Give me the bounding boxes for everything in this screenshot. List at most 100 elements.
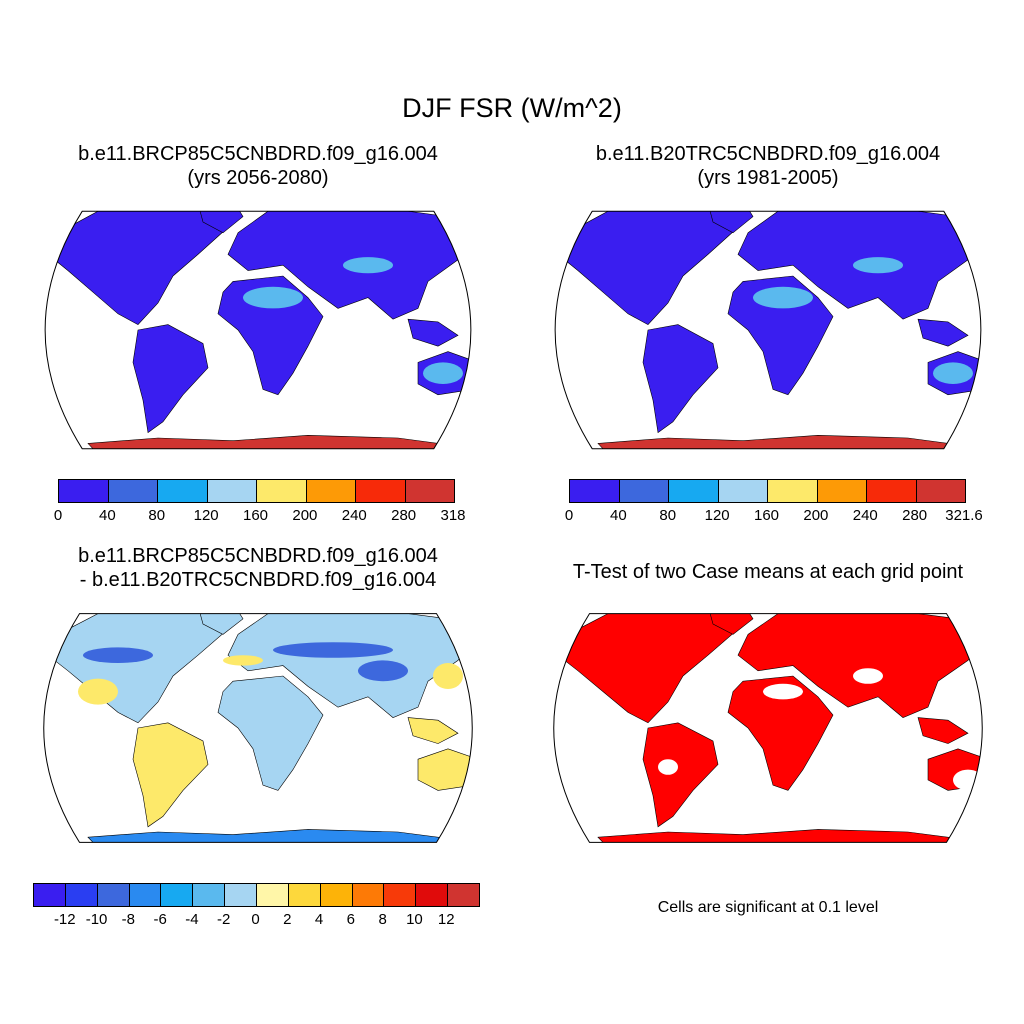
colorbar-box <box>207 480 257 502</box>
northamerica-landmass <box>47 613 229 724</box>
colorbar-box <box>193 884 226 906</box>
colorbar-box <box>59 480 109 502</box>
africa-landmass <box>727 675 834 791</box>
colorbar-box <box>352 884 385 906</box>
colorbar-tick-label: 200 <box>292 507 318 524</box>
panel1-title-line2: (yrs 2056-2080) <box>187 167 329 189</box>
colorbar-difference <box>33 883 480 907</box>
colorbar-future <box>58 479 455 503</box>
colorbar-box <box>257 480 307 502</box>
colorbar-tick-label: 200 <box>803 507 829 524</box>
colorbar-box <box>384 884 417 906</box>
colorbar-tick-label: 318 <box>440 507 466 524</box>
africa-landmass <box>727 275 834 396</box>
value-patch <box>433 663 463 689</box>
colorbar-tick-label: 4 <box>314 911 324 928</box>
figure-title: DJF FSR (W/m^2) <box>402 93 622 123</box>
value-patch <box>763 683 803 700</box>
colorbar-box <box>257 884 289 906</box>
map-boundary <box>44 210 472 450</box>
southamerica-landmass <box>132 324 209 434</box>
colorbar-tick-label: -12 <box>53 911 76 928</box>
colorbar-box <box>916 480 965 502</box>
value-patch <box>83 647 153 663</box>
colorbar-tick-label: 10 <box>406 911 423 928</box>
value-patch <box>243 286 303 309</box>
colorbar-tick-label: 80 <box>148 507 166 524</box>
colorbar-tick-label: 0 <box>564 507 574 524</box>
colorbar-box <box>158 480 208 502</box>
seasia-landmass <box>407 318 459 347</box>
value-patch <box>78 678 118 705</box>
greenland-landmass <box>707 613 754 635</box>
colorbar-tick-label: 160 <box>753 507 780 524</box>
colorbar-box <box>448 884 480 906</box>
seasia-landmass <box>407 717 459 744</box>
southamerica-landmass <box>642 324 719 434</box>
colorbar-tick-label: 40 <box>99 507 116 524</box>
antarctica-landmass <box>597 434 969 449</box>
value-patch <box>933 362 973 384</box>
colorbar-box <box>306 480 356 502</box>
antarctica-landmass <box>87 434 459 449</box>
colorbar-box <box>320 884 353 906</box>
antarctica-landmass <box>597 829 969 843</box>
colorbar-tick-label: 0 <box>251 911 260 928</box>
colorbar-tick-label: 0 <box>53 507 63 524</box>
panel2-title-line2: (yrs 1981-2005) <box>697 167 839 189</box>
colorbar-tick-label: 120 <box>193 507 219 524</box>
colorbar-future-labels: 0 40 80 120 160 200 240 280 318 <box>54 507 466 527</box>
southamerica-landmass <box>132 722 209 828</box>
colorbar-box <box>161 884 194 906</box>
value-patch <box>853 257 903 274</box>
eurasia-landmass <box>737 613 983 718</box>
colorbar-box <box>34 884 66 906</box>
colorbar-tick-label: 160 <box>242 507 269 524</box>
australia-landmass <box>417 748 473 791</box>
seasia-landmass <box>917 717 969 744</box>
value-patch <box>658 759 678 775</box>
map-panel-future <box>44 210 472 450</box>
colorbar-tick-label: 2 <box>283 911 292 928</box>
panel4-title: T-Test of two Case means at each grid po… <box>572 561 964 583</box>
colorbar-tick-label: 8 <box>378 911 387 928</box>
colorbar-box <box>225 884 258 906</box>
map-boundary <box>553 613 983 843</box>
colorbar-tick-label: 12 <box>437 911 455 928</box>
colorbar-tick-label: 321.6 <box>945 507 983 524</box>
panel2-title-line1: b.e11.B20TRC5CNBDRD.f09_g16.004 <box>595 143 941 165</box>
value-patch <box>358 660 408 682</box>
colorbar-tick-label: -8 <box>121 911 136 928</box>
colorbar-tick-label: 240 <box>341 507 367 524</box>
greenland-landmass <box>707 211 754 234</box>
colorbar-tick-label: 280 <box>902 507 928 524</box>
value-patch <box>953 769 983 791</box>
colorbar-tick-label: 240 <box>852 507 878 524</box>
map-panel-historical <box>554 210 982 450</box>
colorbar-box <box>129 884 162 906</box>
colorbar-difference-labels: -12 -10 -8 -6 -4 -2 0 2 4 6 8 10 12 <box>33 911 478 931</box>
antarctica-landmass <box>87 829 459 843</box>
value-patch <box>853 668 883 684</box>
colorbar-box <box>718 480 768 502</box>
colorbar-historical <box>569 479 966 503</box>
colorbar-tick-label: -4 <box>185 911 199 928</box>
map-panel-difference <box>43 613 473 843</box>
colorbar-box <box>405 480 454 502</box>
northamerica-landmass <box>47 211 229 325</box>
colorbar-box <box>669 480 719 502</box>
panel1-title-line1: b.e11.BRCP85C5CNBDRD.f09_g16.004 <box>78 143 438 165</box>
greenland-landmass <box>197 613 244 635</box>
colorbar-tick-label: 120 <box>704 507 730 524</box>
panel3-title-line2: - b.e11.B20TRC5CNBDRD.f09_g16.004 <box>79 569 437 591</box>
colorbar-box <box>65 884 98 906</box>
panel3-title-line1: b.e11.BRCP85C5CNBDRD.f09_g16.004 <box>78 545 438 567</box>
colorbar-tick-label: 80 <box>659 507 677 524</box>
value-patch <box>753 286 813 309</box>
colorbar-tick-label: 280 <box>391 507 417 524</box>
colorbar-box <box>867 480 917 502</box>
northamerica-landmass <box>557 613 739 724</box>
map-boundary <box>554 210 982 450</box>
colorbar-historical-labels: 0 40 80 120 160 200 240 280 321.6 <box>565 507 983 527</box>
panel4-significance-note: Cells are significant at 0.1 level <box>657 899 879 916</box>
